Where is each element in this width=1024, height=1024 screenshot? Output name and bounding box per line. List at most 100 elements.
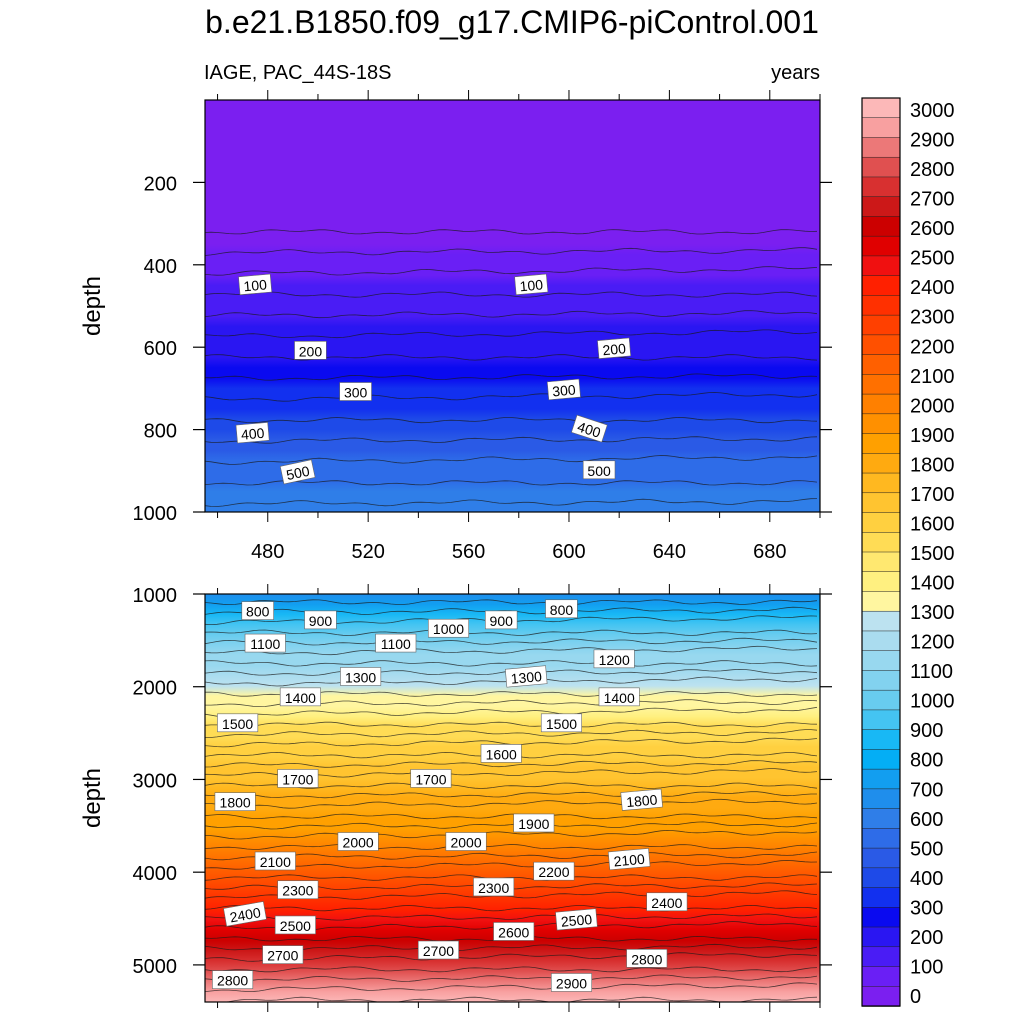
contour-label-box [277, 769, 319, 788]
contour-label-text: 1200 [599, 652, 630, 668]
contour-line [205, 455, 818, 465]
colorbar-swatch [861, 354, 901, 376]
contour-label-box [235, 422, 270, 444]
contour-line [205, 798, 818, 809]
lower-plot-area [205, 594, 820, 1002]
contour-label: 2000 [337, 832, 379, 851]
contour-label-text: 300 [552, 381, 577, 399]
contour-label-box [571, 414, 608, 443]
colorbar-tick-labels: 3000290028002700260025002400230022002100… [910, 100, 955, 1008]
variable-region-label: IAGE, PAC_44S-18S [204, 62, 392, 84]
contour-label-text: 500 [587, 463, 611, 479]
contour-label-text: 2100 [260, 854, 291, 870]
colorbar-label: 2400 [910, 277, 955, 299]
contour-label-box [214, 792, 256, 811]
y-tick-label: 200 [144, 173, 177, 195]
contour-label: 2700 [417, 940, 459, 960]
contour-label-box [445, 832, 487, 851]
colorbar-swatch [861, 867, 901, 889]
contour-label-box [582, 460, 616, 480]
contour-label-text: 400 [240, 425, 265, 443]
contour-label: 1500 [540, 713, 582, 733]
contour-line [205, 782, 818, 789]
colorbar-swatch [861, 749, 901, 770]
colorbar: 3000290028002700260025002400230022002100… [861, 97, 955, 1008]
contour-label: 2400 [646, 892, 688, 912]
colorbar-swatch [861, 413, 901, 435]
x-tick-label: 560 [452, 541, 485, 563]
contour-label-text: 1400 [604, 690, 635, 706]
contour-label-box [473, 877, 515, 897]
contour-label-text: 2800 [217, 973, 248, 989]
colorbar-label: 700 [910, 779, 943, 801]
contour-line [205, 943, 818, 952]
colorbar-swatch [861, 492, 901, 514]
contour-label-box [480, 744, 522, 763]
contour-line [205, 416, 818, 424]
contour-label-box [593, 649, 635, 669]
colorbar-swatch [861, 216, 901, 237]
contour-label-box [504, 665, 548, 688]
y-tick-label: 3000 [133, 770, 178, 792]
contour-label-text: 2500 [280, 918, 311, 934]
contour-label: 100 [514, 273, 549, 296]
contour-label: 500 [279, 459, 316, 485]
contour-label-box [427, 618, 469, 638]
colorbar-label: 1800 [910, 454, 955, 476]
contour-label-text: 1600 [486, 746, 517, 762]
colorbar-swatch [861, 946, 901, 968]
colorbar-swatch [861, 847, 901, 869]
y-tick-label: 600 [144, 338, 177, 360]
contour-label-text: 900 [309, 613, 333, 629]
contour-label-box [493, 922, 535, 941]
contour-label-box [546, 378, 581, 401]
colorbar-label: 2600 [910, 218, 955, 240]
contour-label-box [337, 832, 379, 851]
colorbar-swatch [861, 650, 901, 672]
contour-label: 1800 [620, 788, 663, 811]
y-tick-label: 800 [144, 421, 177, 443]
lower-panel: 1000 2000 3000 4000 5000 800 900 800 900 1000 110… [79, 584, 832, 1012]
colorbar-swatch [861, 374, 901, 395]
contour-line [205, 599, 818, 606]
upper-plot-area [205, 100, 820, 512]
contour-line [205, 791, 817, 799]
contour-label-text: 2700 [267, 948, 298, 964]
colorbar-swatch [861, 709, 901, 731]
contour-label-text: 2300 [282, 883, 313, 899]
contour-line [205, 982, 818, 992]
contour-label-text: 1300 [345, 669, 376, 685]
contour-label-box [375, 633, 417, 653]
contour-label-text: 2100 [613, 851, 646, 870]
colorbar-swatch [861, 551, 901, 573]
contour-label-text: 2000 [450, 835, 481, 851]
contour-label-box [217, 713, 259, 733]
contour-label: 1200 [593, 649, 635, 669]
y-tick-label: 2000 [133, 678, 178, 700]
contour-label-text: 100 [519, 276, 544, 294]
contour-line [205, 480, 818, 486]
lower-contour-labels: 800 900 800 900 1000 1100 1100 1200 1300 1300 1400… [212, 599, 688, 992]
contour-label: 800 [545, 599, 578, 619]
contour-label: 200 [597, 337, 632, 359]
contour-label-text: 2400 [651, 895, 682, 911]
contour-label: 800 [241, 601, 274, 620]
colorbar-label: 2700 [910, 189, 955, 211]
contour-label-text: 500 [285, 463, 311, 484]
contour-line [205, 821, 818, 830]
colorbar-swatch [861, 255, 901, 277]
contour-label-text: 2500 [560, 911, 593, 930]
y-tick-label: 5000 [133, 956, 178, 978]
colorbar-label: 200 [910, 927, 943, 949]
contour-line [205, 660, 818, 667]
contour-line [205, 874, 818, 881]
x-tick-label: 600 [552, 541, 585, 563]
colorbar-label: 1200 [910, 632, 955, 654]
contour-label: 2800 [212, 970, 254, 989]
contour-label: 900 [485, 610, 518, 630]
contour-line [205, 498, 818, 507]
y-tick-label: 1000 [133, 503, 178, 525]
contour-label-text: 1500 [222, 716, 253, 732]
